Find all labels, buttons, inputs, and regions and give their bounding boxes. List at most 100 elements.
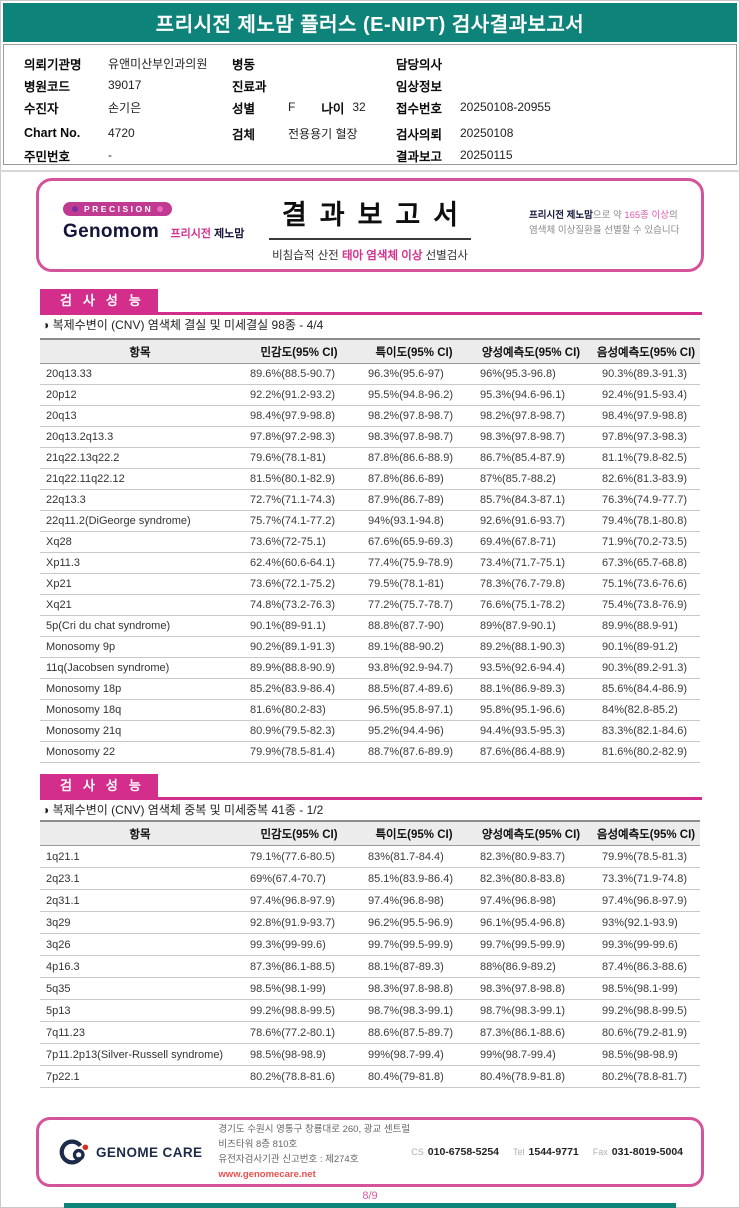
table-row: 2q23.1 69%(67.4-70.7) 85.1%(83.9-86.4) 82.3… [40, 867, 700, 890]
table-row: 4p16.3 87.3%(86.1-88.5) 88.1%(87-89.3) 88%(… [40, 955, 700, 978]
value-cell: 87.8%(86.6-88.9) [358, 447, 470, 469]
value-cell: 89.9%(88.9-91) [592, 615, 700, 637]
item-cell: 4p16.3 [40, 955, 240, 978]
badge-dot-icon [157, 206, 164, 212]
value-cell: 85.7%(84.3-87.1) [470, 489, 592, 511]
field-value: 유앤미산부인과의원 [108, 56, 208, 71]
value-cell: 98.5%(98.1-99) [592, 977, 700, 1000]
item-cell: Monosomy 18p [40, 678, 240, 700]
value-cell: 80.4%(79-81.8) [358, 1065, 470, 1088]
section-heading-bar: 검사성능 [40, 774, 702, 800]
table-row: 7p22.1 80.2%(78.8-81.6) 80.4%(79-81.8) 80.4… [40, 1065, 700, 1088]
item-cell: 5p13 [40, 999, 240, 1022]
table-row: 2q31.1 97.4%(96.8-97.9) 97.4%(96.8-98) 97.4… [40, 889, 700, 912]
result-report-banner: PRECISION Genomom 프리시전 제노맘 결과보고서 비침습적 산전… [36, 178, 704, 272]
item-cell: 22q13.3 [40, 489, 240, 511]
value-cell: 90.3%(89.2-91.3) [592, 657, 700, 679]
item-cell: Monosomy 18q [40, 699, 240, 721]
value-cell: 90.2%(89.1-91.3) [240, 636, 358, 658]
value-cell: 84%(82.8-85.2) [592, 699, 700, 721]
value-cell: 98.3%(97.8-98.7) [470, 426, 592, 448]
table-row: 21q22.13q22.2 79.6%(78.1-81) 87.8%(86.6-88… [40, 447, 700, 469]
brand-name: Genomom [63, 221, 160, 242]
value-cell: 99.2%(98.8-99.5) [592, 999, 700, 1022]
item-cell: 11q(Jacobsen syndrome) [40, 657, 240, 679]
banner-center: 결과보고서 비침습적 산전 태아 염색체 이상 선별검사 [39, 193, 701, 263]
field-value: 손기은 [108, 100, 142, 115]
value-cell: 92.4%(91.5-93.4) [592, 384, 700, 406]
value-cell: 99.3%(99-99.6) [592, 933, 700, 956]
value-cell: 98.4%(97.9-98.8) [592, 405, 700, 427]
field-value: - [108, 148, 112, 162]
value-cell: 87.8%(86.6-89) [358, 468, 470, 490]
cs-label: CS [411, 1147, 424, 1157]
value-cell: 95.3%(94.6-96.1) [470, 384, 592, 406]
value-cell: 88.7%(87.6-89.9) [358, 741, 470, 763]
value-cell: 98.2%(97.8-98.7) [470, 405, 592, 427]
value-cell: 81.5%(80.1-82.9) [240, 468, 358, 490]
footer-website-link[interactable]: www.genomecare.net [218, 1169, 316, 1181]
field-label: 결과보고 [396, 149, 443, 164]
item-cell: Xq28 [40, 531, 240, 553]
table-row: Xq21 74.8%(73.2-76.3) 77.2%(75.7-78.7) 76.6… [40, 594, 700, 616]
field-label: 나이 [321, 101, 345, 116]
value-cell: 98.5%(98.1-99) [240, 977, 358, 1000]
value-cell: 96.3%(95.6-97) [358, 363, 470, 385]
column-header: 음성예측도(95% CI) [592, 820, 700, 846]
value-cell: 80.6%(79.2-81.9) [592, 1021, 700, 1044]
value-cell: 89.9%(88.8-90.9) [240, 657, 358, 679]
value-cell: 80.2%(78.8-81.7) [592, 1065, 700, 1088]
value-cell: 90.1%(89-91.1) [240, 615, 358, 637]
value-cell: 78.6%(77.2-80.1) [240, 1021, 358, 1044]
table-row: 5q35 98.5%(98.1-99) 98.3%(97.8-98.8) 98.3%(… [40, 977, 700, 1000]
value-cell: 73.6%(72-75.1) [240, 531, 358, 553]
value-cell: 94%(93.1-94.8) [358, 510, 470, 532]
genome-care-logo-text: GENOME CARE [96, 1144, 203, 1160]
field-label: 의뢰기관명 [24, 57, 82, 72]
section-heading: 검사성능 [40, 289, 158, 312]
table-row: Xp11.3 62.4%(60.6-64.1) 77.4%(75.9-78.9) 73… [40, 552, 700, 574]
cs-number: 010-6758-5254 [427, 1146, 500, 1158]
table-row: 7q11.23 78.6%(77.2-80.1) 88.6%(87.5-89.7) 8… [40, 1021, 700, 1044]
value-cell: 89.2%(88.1-90.3) [470, 636, 592, 658]
banner-subtitle: 비침습적 산전 태아 염색체 이상 선별검사 [272, 250, 468, 262]
field-label: 담당의사 [396, 57, 443, 72]
value-cell: 92.2%(91.2-93.2) [240, 384, 358, 406]
value-cell: 96.1%(95.4-96.8) [470, 911, 592, 934]
value-cell: 82.3%(80.9-83.7) [470, 845, 592, 868]
item-cell: 2q23.1 [40, 867, 240, 890]
value-cell: 85.1%(83.9-86.4) [358, 867, 470, 890]
table-row: Monosomy 22 79.9%(78.5-81.4) 88.7%(87.6-89… [40, 741, 700, 763]
value-cell: 87.6%(86.4-88.9) [470, 741, 592, 763]
value-cell: 73.3%(71.9-74.8) [592, 867, 700, 890]
field-value: F [288, 100, 296, 114]
value-cell: 83%(81.7-84.4) [358, 845, 470, 868]
item-cell: 5p(Cri du chat syndrome) [40, 615, 240, 637]
value-cell: 67.6%(65.9-69.3) [358, 531, 470, 553]
value-cell: 96.2%(95.5-96.9) [358, 911, 470, 934]
value-cell: 98.3%(97.8-98.8) [470, 977, 592, 1000]
value-cell: 88.1%(87-89.3) [358, 955, 470, 978]
field-value: 32 [352, 100, 366, 114]
genome-care-logo-icon [59, 1139, 89, 1165]
value-cell: 76.3%(74.9-77.7) [592, 489, 700, 511]
field-value: 전용용기 혈장 [288, 126, 358, 141]
value-cell: 99%(98.7-99.4) [470, 1043, 592, 1066]
value-cell: 69%(67.4-70.7) [240, 867, 358, 890]
value-cell: 80.4%(78.9-81.8) [470, 1065, 592, 1088]
value-cell: 87.9%(86.7-89) [358, 489, 470, 511]
patient-info-right-column: 담당의사 임상정보 접수번호 20250108-20955 검사의뢰 2025010… [396, 52, 726, 166]
value-cell: 99%(98.7-99.4) [358, 1043, 470, 1066]
value-cell: 98.3%(97.8-98.8) [358, 977, 470, 1000]
value-cell: 79.4%(78.1-80.8) [592, 510, 700, 532]
value-cell: 73.6%(72.1-75.2) [240, 573, 358, 595]
tel-number: 1544-9771 [528, 1146, 579, 1158]
item-cell: Xq21 [40, 594, 240, 616]
value-cell: 71.9%(70.2-73.5) [592, 531, 700, 553]
column-header: 민감도(95% CI) [240, 338, 358, 364]
item-cell: 7q11.23 [40, 1021, 240, 1044]
report-title-bar: 프리시전 제노맘 플러스 (E-NIPT) 검사결과보고서 [3, 3, 737, 42]
footer-contacts: CS 010-6758-5254 Tel 1544-9771 Fax 031-8019… [411, 1146, 683, 1158]
value-cell: 89.1%(88-90.2) [358, 636, 470, 658]
value-cell: 98.3%(97.8-98.7) [358, 426, 470, 448]
